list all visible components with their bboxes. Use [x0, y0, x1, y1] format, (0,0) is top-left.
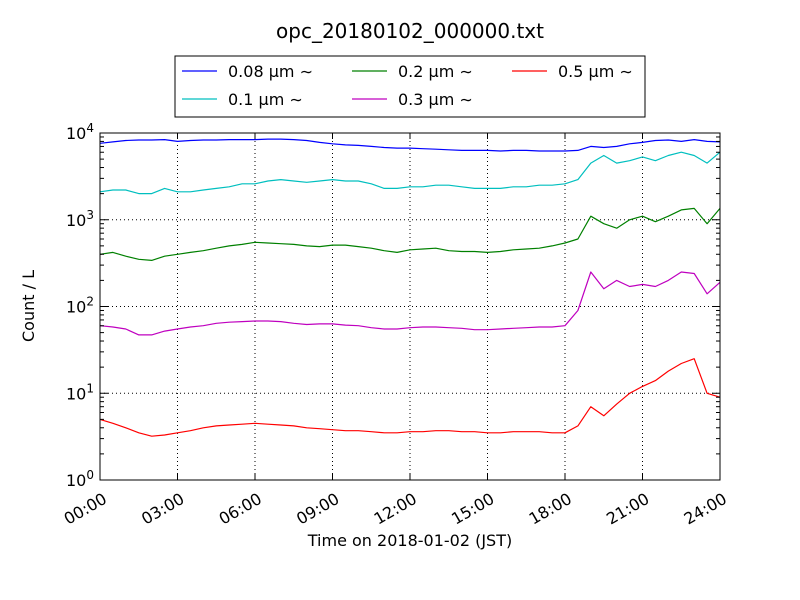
- series-lines: [99, 138, 721, 437]
- axis-ticks: [99, 132, 721, 481]
- legend: 0.08 μm ∼ 0.1 μm ∼ 0.2 μm ∼ 0.3 μm ∼ 0.5 μm …: [174, 55, 646, 118]
- legend-label: 0.1 μm ∼: [228, 90, 303, 109]
- legend-label: 0.3 μm ∼: [398, 90, 473, 109]
- x-axis-label: Time on 2018-01-02 (JST): [307, 531, 512, 550]
- series-line-0: [99, 138, 721, 152]
- legend-label: 0.08 μm ∼: [228, 62, 313, 81]
- series-line-2: [99, 207, 721, 261]
- y-tick-label: 101: [66, 381, 94, 403]
- y-tick-labels: 100 101 102 103 104: [66, 121, 94, 490]
- y-tick-label: 103: [66, 208, 94, 230]
- chart-title: opc_20180102_000000.txt: [276, 19, 544, 43]
- series-line-1: [99, 151, 721, 195]
- legend-label: 0.2 μm ∼: [398, 62, 473, 81]
- y-tick-label: 102: [66, 295, 94, 317]
- y-tick-label: 104: [66, 121, 94, 143]
- grid: [100, 133, 720, 480]
- legend-box: [174, 55, 646, 118]
- series-line-4: [99, 358, 721, 437]
- series-line-3: [99, 271, 721, 336]
- y-axis-label: Count / L: [19, 270, 38, 342]
- y-tick-label: 100: [66, 468, 94, 490]
- legend-label: 0.5 μm ∼: [558, 62, 633, 81]
